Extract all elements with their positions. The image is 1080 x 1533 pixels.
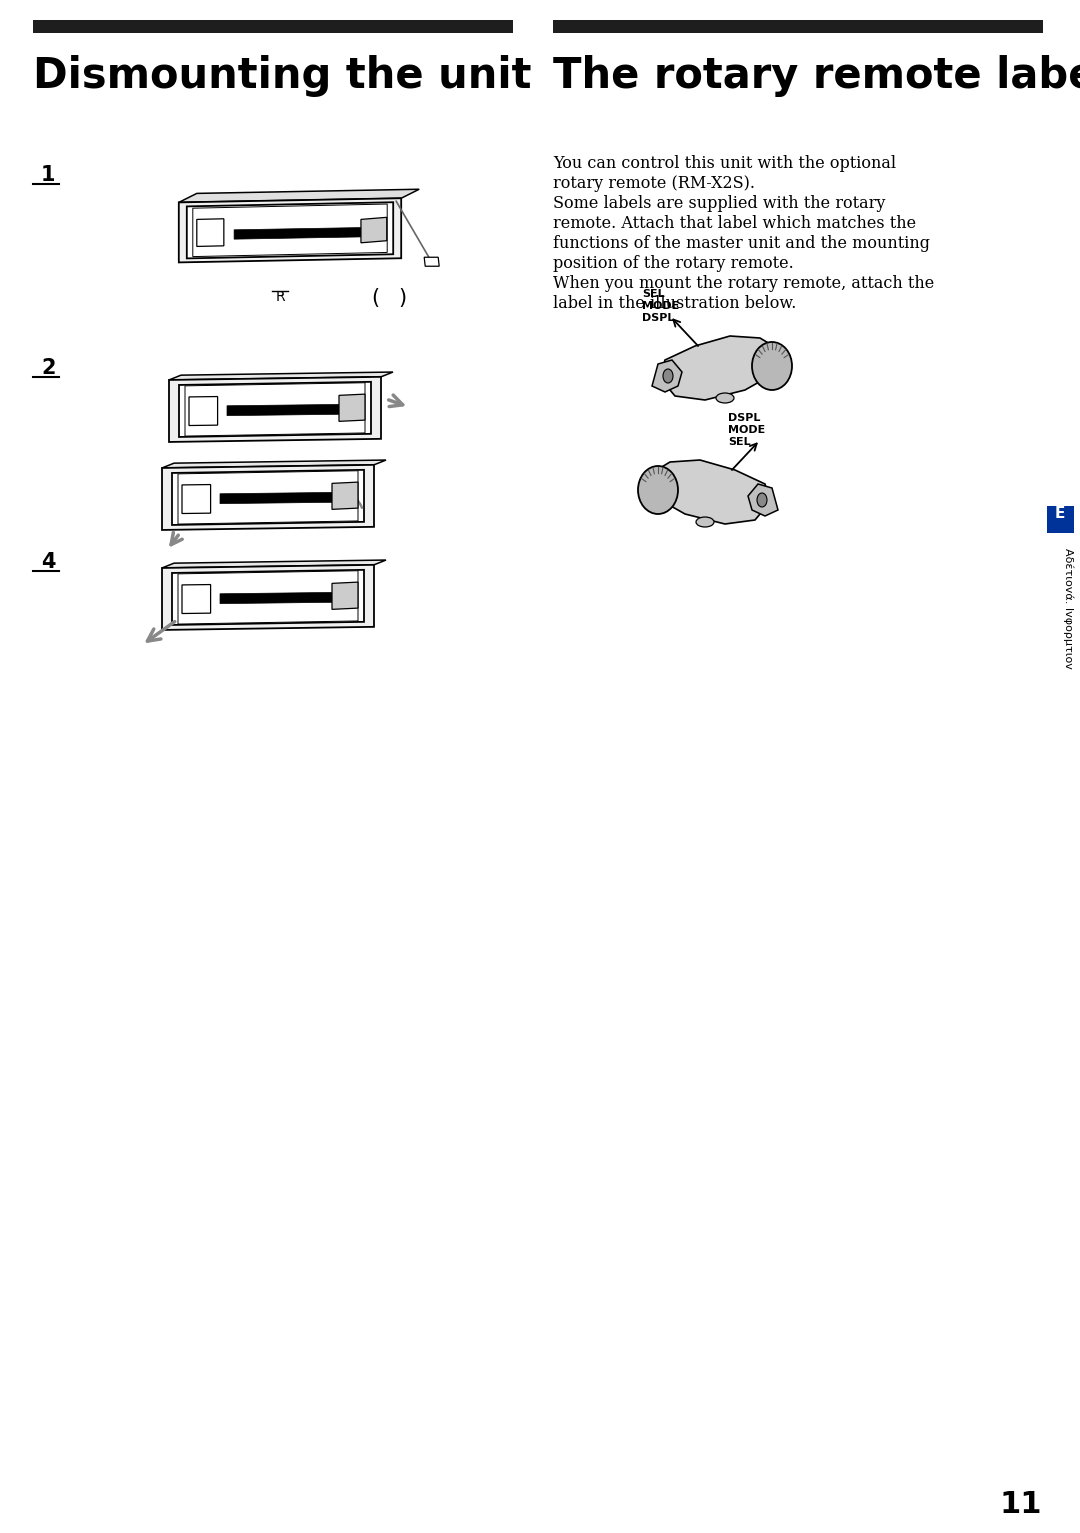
Bar — [33, 20, 513, 34]
Ellipse shape — [638, 466, 678, 514]
Ellipse shape — [696, 517, 714, 527]
Text: SEL: SEL — [728, 437, 751, 448]
Polygon shape — [234, 227, 376, 239]
Polygon shape — [183, 584, 211, 613]
Polygon shape — [748, 484, 778, 517]
Polygon shape — [162, 464, 374, 530]
Polygon shape — [193, 204, 388, 256]
Text: DSPL: DSPL — [728, 412, 760, 423]
Text: 4: 4 — [41, 552, 55, 572]
Bar — [1047, 506, 1074, 533]
Text: MODE: MODE — [642, 300, 679, 311]
Polygon shape — [197, 219, 224, 247]
Polygon shape — [179, 198, 401, 262]
Polygon shape — [220, 492, 352, 504]
Text: Some labels are supplied with the rotary: Some labels are supplied with the rotary — [553, 195, 886, 212]
Ellipse shape — [716, 392, 734, 403]
Text: DSPL: DSPL — [642, 313, 674, 323]
Polygon shape — [185, 383, 365, 435]
Text: The rotary remote labels: The rotary remote labels — [553, 55, 1080, 97]
Polygon shape — [178, 570, 357, 624]
Text: R: R — [275, 290, 285, 305]
Ellipse shape — [663, 369, 673, 383]
Polygon shape — [361, 218, 387, 242]
Polygon shape — [179, 189, 419, 202]
Polygon shape — [168, 373, 393, 380]
Polygon shape — [424, 258, 440, 267]
Text: ): ) — [397, 288, 406, 308]
Polygon shape — [189, 397, 217, 426]
Text: You can control this unit with the optional: You can control this unit with the optio… — [553, 155, 896, 172]
Polygon shape — [227, 405, 359, 415]
Text: functions of the master unit and the mounting: functions of the master unit and the mou… — [553, 235, 930, 251]
Polygon shape — [168, 377, 381, 442]
Polygon shape — [179, 382, 372, 437]
Polygon shape — [187, 202, 393, 259]
Text: When you mount the rotary remote, attach the: When you mount the rotary remote, attach… — [553, 274, 934, 291]
Polygon shape — [172, 570, 364, 625]
Polygon shape — [332, 481, 357, 509]
Polygon shape — [178, 471, 357, 524]
Text: position of the rotary remote.: position of the rotary remote. — [553, 254, 794, 271]
Text: SEL: SEL — [642, 290, 664, 299]
Text: MODE: MODE — [728, 425, 766, 435]
Polygon shape — [650, 460, 770, 524]
Text: Dismounting the unit: Dismounting the unit — [33, 55, 531, 97]
Polygon shape — [339, 394, 365, 422]
Polygon shape — [172, 469, 364, 524]
Polygon shape — [183, 484, 211, 514]
Text: remote. Attach that label which matches the: remote. Attach that label which matches … — [553, 215, 916, 231]
Polygon shape — [652, 360, 681, 392]
Polygon shape — [162, 564, 374, 630]
Text: 2: 2 — [41, 359, 55, 379]
Text: 11: 11 — [999, 1490, 1042, 1519]
Polygon shape — [332, 583, 357, 609]
Text: E: E — [1055, 506, 1065, 521]
Polygon shape — [220, 592, 352, 604]
Ellipse shape — [752, 342, 792, 389]
Text: Αδέτιοvά. Ιvφορμτιov: Αδέτιοvά. Ιvφορμτιov — [1063, 547, 1074, 668]
Text: label in the illustration below.: label in the illustration below. — [553, 294, 796, 313]
Text: 1: 1 — [41, 166, 55, 185]
Polygon shape — [162, 560, 386, 567]
Text: rotary remote (RM-X2S).: rotary remote (RM-X2S). — [553, 175, 755, 192]
Polygon shape — [660, 336, 780, 400]
Ellipse shape — [757, 494, 767, 507]
Bar — [553, 20, 1043, 34]
Polygon shape — [162, 460, 386, 468]
Text: (: ( — [370, 288, 379, 308]
